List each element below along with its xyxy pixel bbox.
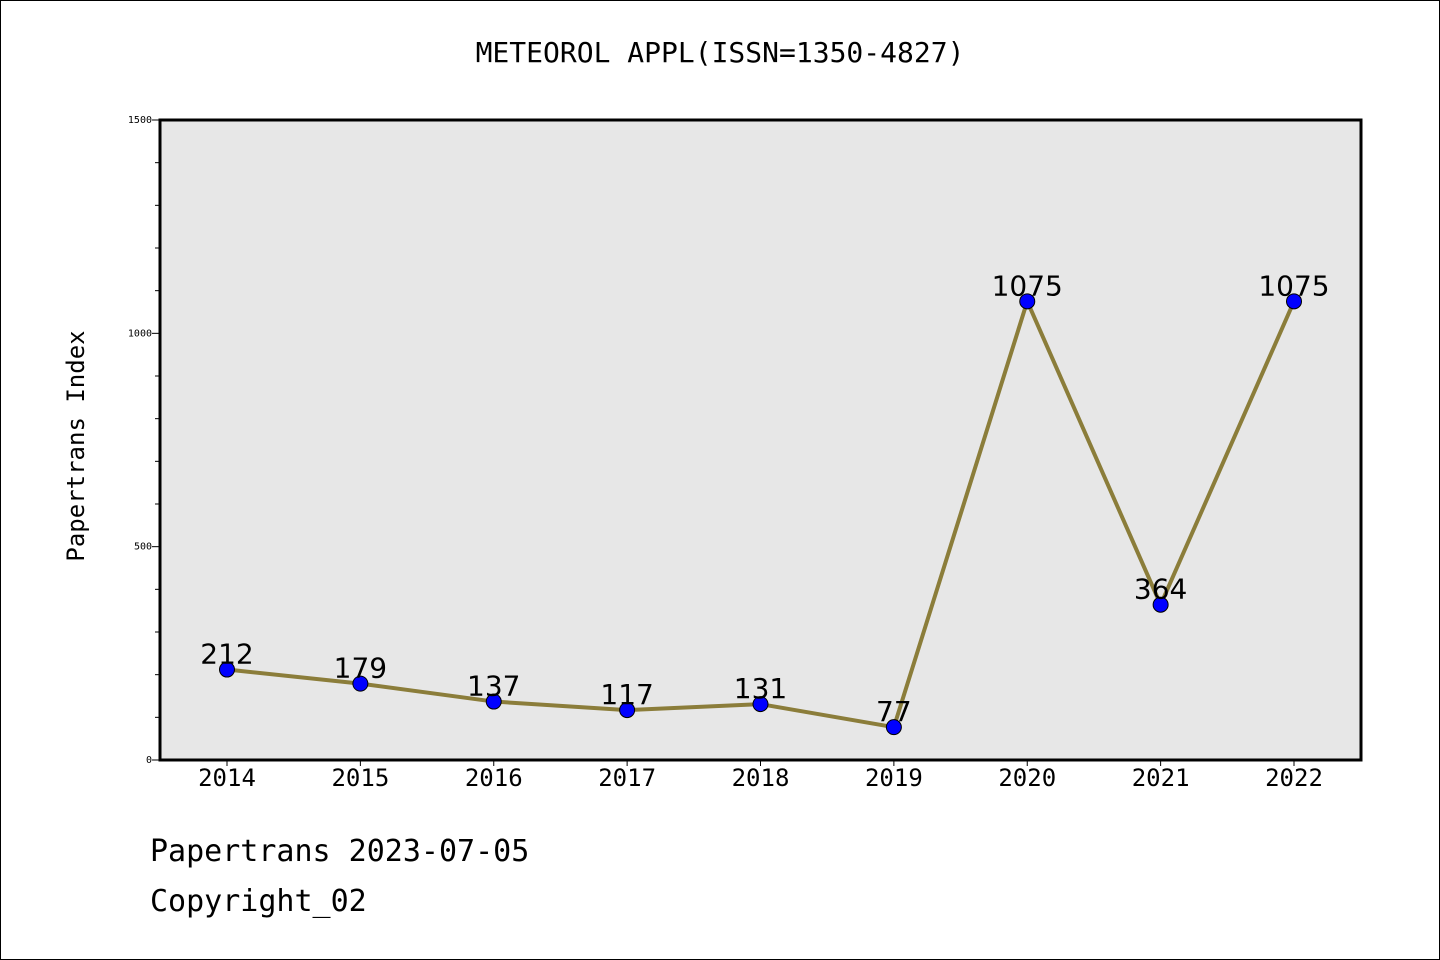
plot-border — [158, 118, 1363, 762]
data-label: 364 — [1134, 573, 1187, 606]
data-point — [752, 696, 769, 713]
data-label: 212 — [200, 638, 253, 671]
data-point — [485, 693, 502, 710]
footer-date: Papertrans 2023-07-05 — [150, 834, 530, 869]
data-label: 179 — [334, 652, 387, 685]
x-tick-label: 2015 — [331, 764, 389, 792]
x-tick-label: 2021 — [1132, 764, 1190, 792]
data-point — [885, 719, 902, 736]
data-label: 131 — [734, 672, 787, 705]
x-tick-label: 2018 — [732, 764, 790, 792]
x-tick-label: 2014 — [198, 764, 256, 792]
chart-title: METEOROL APPL(ISSN=1350-4827) — [475, 36, 965, 69]
y-tick-label: 0 — [146, 755, 152, 766]
data-point — [352, 675, 369, 692]
y-tick-label: 1000 — [128, 328, 152, 339]
data-point — [1286, 293, 1302, 310]
plot-area — [160, 120, 1361, 760]
y-tick-label: 500 — [134, 542, 152, 553]
data-label: 137 — [467, 670, 520, 703]
data-point — [219, 661, 235, 678]
y-tick-label: 1500 — [128, 115, 152, 126]
x-tick-label: 2016 — [465, 764, 523, 792]
data-point — [619, 702, 636, 719]
data-label: 1075 — [992, 269, 1063, 302]
data-label: 77 — [876, 695, 912, 728]
footer-copyright: Copyright_02 — [150, 884, 367, 919]
data-label: 1075 — [1258, 269, 1329, 302]
x-tick-label: 2022 — [1265, 764, 1323, 792]
data-point — [1152, 596, 1169, 613]
x-tick-label: 2020 — [998, 764, 1056, 792]
x-tick-label: 2017 — [598, 764, 656, 792]
x-tick-label: 2019 — [865, 764, 923, 792]
data-point — [1019, 293, 1036, 310]
data-label: 117 — [600, 678, 653, 711]
